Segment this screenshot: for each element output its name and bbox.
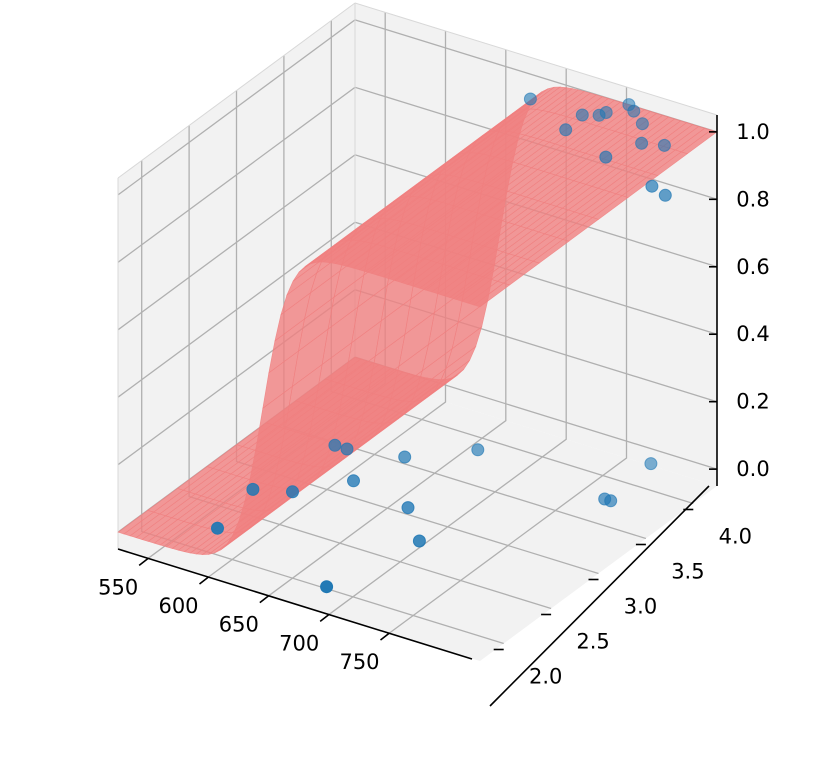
data-point [401,501,415,515]
x-tick-label: 750 [339,650,379,674]
x-axis-line [117,548,473,660]
z-tick-label: 0.8 [736,187,769,211]
data-points [211,92,672,594]
z-tick-label: 1.0 [736,120,769,144]
y-tick-label: 4.0 [719,525,752,549]
grid-line-x [389,87,628,634]
x-tick [319,613,330,622]
data-point [657,138,671,152]
data-point [644,457,658,471]
data-point [658,188,672,202]
data-point [347,474,360,488]
data-point [398,450,412,464]
data-point [523,92,537,106]
x-tick-label: 700 [279,631,319,655]
y-tick-label: 3.0 [624,595,657,619]
data-point [635,136,649,150]
data-point [604,494,618,508]
data-point [320,580,334,594]
pane-edge [354,2,718,116]
probability-surface [117,86,718,555]
data-point [635,117,649,131]
x-tick-label: 550 [98,575,138,599]
data-point [645,179,659,193]
x-tick-label: 600 [158,594,198,618]
pane-edge [117,2,356,179]
data-point [286,485,299,499]
data-point [211,521,224,535]
x-tick [259,595,270,604]
z-tick-label: 0.2 [736,390,769,414]
data-point [412,534,426,548]
z-tick-label: 0.0 [736,457,769,481]
data-point [599,150,613,164]
y-tick-label: 2.0 [529,665,562,689]
x-tick [138,557,149,566]
y-tick-label: 3.5 [671,560,704,584]
x-tick [380,632,390,641]
data-point [340,442,354,456]
axis-lines [117,115,718,707]
y-tick-label: 2.5 [576,630,609,654]
x-tick-label: 650 [219,613,259,637]
data-point [559,123,573,137]
data-point [599,106,613,119]
data-point [627,104,641,118]
grid-line-x [208,31,447,578]
tick-labels: 550 600 650 700 750 2.0 2.5 3.0 3.5 4.0 0.0 0.2 0.4 0… [98,120,770,689]
data-point [328,438,342,452]
z-tick-label: 0.6 [736,255,769,279]
x-tick [199,576,209,585]
data-point [246,482,260,496]
data-point [471,443,485,457]
y-axis-line [489,485,710,707]
z-tick-label: 0.4 [736,322,769,346]
data-point [575,108,589,122]
